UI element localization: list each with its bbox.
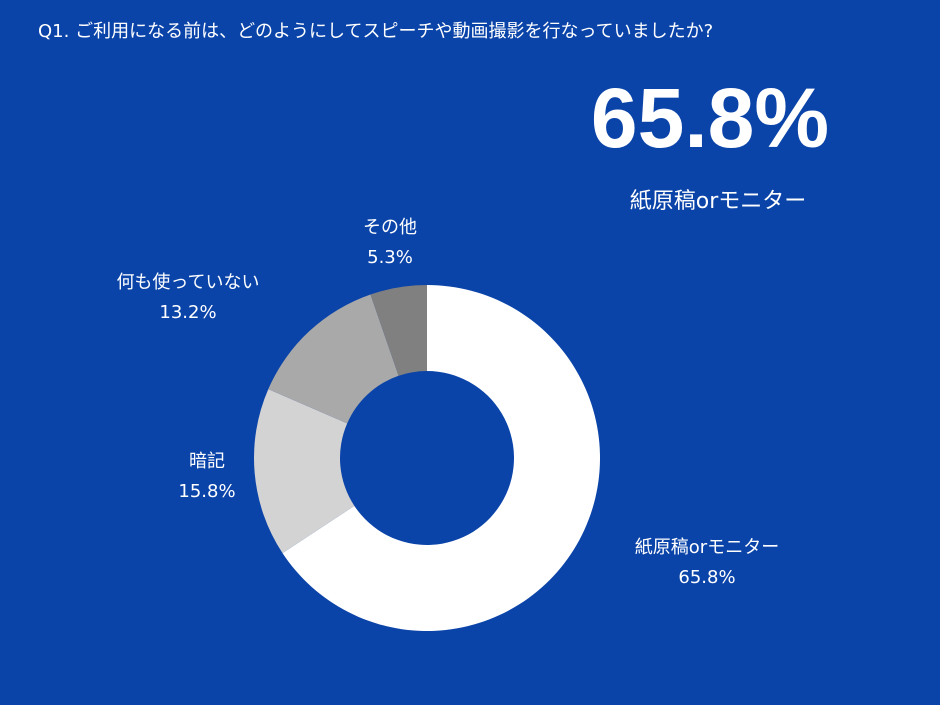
category-label: 暗記 bbox=[189, 451, 225, 472]
value-label: 65.8% bbox=[678, 567, 735, 588]
category-label: その他 bbox=[363, 217, 417, 238]
donut-segment bbox=[254, 389, 355, 554]
donut-segment bbox=[370, 285, 427, 376]
value-label: 15.8% bbox=[178, 481, 235, 502]
chart-title: Q1. ご利用になる前は、どのようにしてスピーチや動画撮影を行なっていましたか? bbox=[38, 21, 713, 42]
value-label: 5.3% bbox=[367, 247, 413, 268]
highlight-value: 65.8% bbox=[591, 71, 829, 165]
highlight-name: 紙原稿orモニター bbox=[630, 189, 807, 214]
value-label: 13.2% bbox=[159, 302, 216, 323]
donut-segment bbox=[268, 294, 399, 424]
category-label: 何も使っていない bbox=[116, 272, 259, 293]
donut-segment bbox=[282, 285, 601, 631]
category-label: 紙原稿orモニター bbox=[635, 537, 779, 558]
